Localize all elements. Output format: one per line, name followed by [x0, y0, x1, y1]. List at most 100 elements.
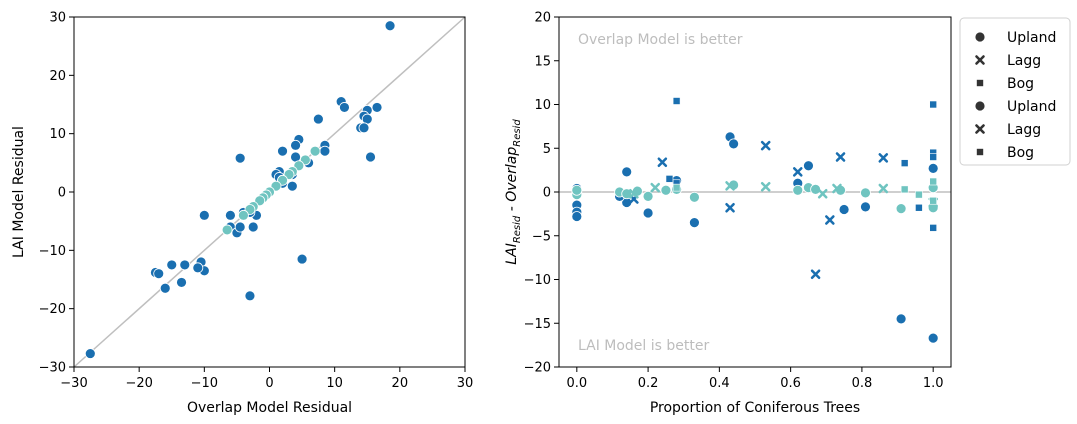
x-tick-label: 0.0 — [566, 376, 587, 391]
left-point — [365, 151, 376, 163]
right-point — [672, 97, 681, 105]
right-point — [878, 183, 889, 194]
left-point — [166, 259, 178, 271]
right-point — [621, 166, 633, 178]
y-tick-label: 30 — [49, 11, 66, 26]
legend-item: Bog — [976, 145, 1034, 161]
x-tick-label: −20 — [125, 376, 152, 391]
right-point — [929, 177, 937, 186]
right-point — [927, 332, 939, 344]
legend-label: Upland — [1007, 30, 1056, 46]
y-tick-label: −10 — [524, 273, 551, 288]
left-point — [224, 209, 236, 221]
y-tick-label: 10 — [49, 127, 66, 142]
right-point — [665, 175, 674, 183]
right-point — [929, 153, 937, 161]
right-point — [895, 313, 907, 325]
legend-marker — [975, 55, 985, 65]
right-x-axis-label: Proportion of Coniferous Trees — [650, 400, 860, 416]
right-difference-scatter: 0.0 0.2 0.4 0.6 0.8 1.0 −20 −15 −10 −5 0 5 10 15 20 O… — [504, 11, 952, 416]
left-x-axis-label: Overlap Model Residual — [187, 400, 352, 416]
legend-marker — [974, 100, 986, 112]
left-point — [234, 221, 246, 233]
legend-marker — [974, 31, 986, 43]
legend-item: Upland — [974, 99, 1056, 115]
left-point — [290, 139, 301, 151]
y-tick-label: 20 — [534, 11, 551, 26]
right-point — [689, 217, 700, 229]
left-point — [286, 180, 298, 192]
right-point — [571, 184, 583, 196]
y-tick-label: −20 — [39, 302, 66, 317]
right-point — [650, 182, 661, 193]
right-y-ticks: −20 −15 −10 −5 0 5 10 15 20 — [524, 11, 559, 376]
left-point — [176, 277, 187, 288]
legend-label: Bog — [1007, 145, 1034, 161]
right-point — [810, 183, 821, 195]
left-point — [319, 145, 331, 157]
right-point — [792, 184, 804, 196]
right-point — [929, 100, 937, 109]
x-tick-label: 0.2 — [638, 376, 659, 391]
y-tick-label: 20 — [49, 69, 66, 84]
right-point — [817, 188, 828, 199]
legend-label: Lagg — [1007, 122, 1041, 138]
right-x-ticks: 0.0 0.2 0.4 0.6 0.8 1.0 — [566, 367, 944, 391]
x-tick-label: 20 — [392, 376, 409, 391]
x-tick-label: −30 — [60, 376, 87, 391]
legend-item: Bog — [976, 76, 1034, 92]
x-tick-label: 1.0 — [923, 376, 944, 391]
left-point — [312, 113, 324, 125]
right-point — [825, 215, 835, 225]
left-point — [198, 209, 210, 221]
left-point — [296, 253, 308, 265]
right-point — [915, 190, 923, 199]
right-point — [838, 204, 850, 215]
left-point — [234, 152, 246, 164]
left-point — [309, 145, 321, 157]
legend: Upland Lagg Bog Upland Lagg Bog — [959, 17, 1071, 166]
y-tick-label: −20 — [524, 361, 551, 376]
annotation-overlap-better: Overlap Model is better — [578, 32, 743, 48]
legend-label: Upland — [1007, 99, 1056, 115]
legend-label: Lagg — [1007, 53, 1041, 69]
right-point — [621, 188, 633, 200]
right-point — [927, 162, 939, 174]
right-point — [672, 183, 681, 192]
right-point — [810, 269, 821, 280]
right-point — [929, 224, 937, 232]
x-tick-label: 0 — [265, 376, 273, 391]
right-point — [929, 196, 937, 205]
left-point — [277, 145, 288, 157]
x-tick-label: −10 — [191, 376, 218, 391]
left-point — [192, 262, 204, 274]
right-point — [629, 188, 639, 199]
right-points — [571, 97, 939, 344]
right-point — [642, 207, 654, 219]
legend-label: Bog — [1007, 76, 1034, 92]
y-tick-label: 10 — [534, 98, 551, 113]
right-point — [725, 181, 735, 191]
right-point — [689, 191, 700, 203]
left-point — [221, 224, 233, 236]
right-point — [571, 211, 583, 222]
left-point — [244, 290, 256, 302]
y-tick-label: 0 — [58, 186, 66, 201]
x-tick-label: 0.8 — [852, 376, 873, 391]
right-point — [835, 152, 846, 162]
y-tick-label: 15 — [534, 54, 551, 69]
left-points — [84, 20, 396, 359]
right-point — [792, 167, 803, 177]
right-point — [915, 203, 923, 212]
right-point — [803, 160, 814, 172]
annotation-lai-better: LAI Model is better — [578, 338, 709, 354]
y-tick-label: −15 — [524, 317, 551, 332]
left-point — [339, 102, 350, 113]
left-point — [159, 282, 171, 294]
legend-marker — [975, 124, 985, 134]
legend-item: Lagg — [975, 53, 1041, 69]
legend-item: Lagg — [975, 122, 1041, 138]
legend-marker — [976, 79, 984, 87]
left-residual-scatter: −30 −20 −10 0 10 20 30 −30 −20 −10 0 10 20 30 Overla… — [11, 11, 473, 417]
left-x-ticks: −30 −20 −10 0 10 20 30 — [60, 367, 473, 391]
